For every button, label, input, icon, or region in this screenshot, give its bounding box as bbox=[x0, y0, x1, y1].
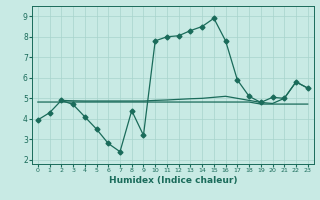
X-axis label: Humidex (Indice chaleur): Humidex (Indice chaleur) bbox=[108, 176, 237, 185]
